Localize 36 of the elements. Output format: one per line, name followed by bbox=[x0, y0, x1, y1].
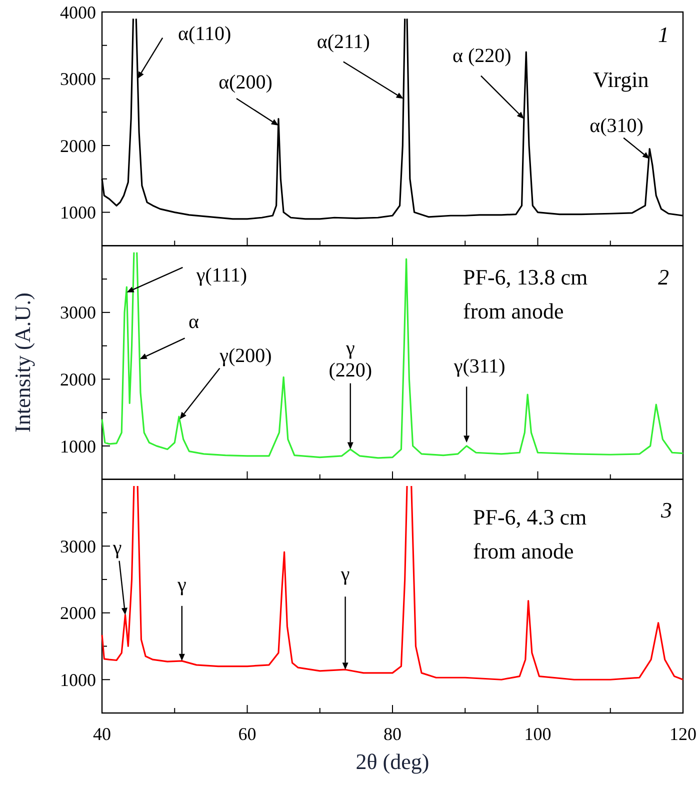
text: PF-6, 13.8 cm from anode bbox=[463, 264, 588, 324]
text: 1 bbox=[658, 22, 669, 47]
annotation: α bbox=[188, 311, 200, 334]
y-tick-label: 3000 bbox=[60, 69, 96, 90]
annotation: α(110) bbox=[178, 22, 232, 45]
x-axis-title: 2θ (deg) bbox=[356, 749, 430, 774]
annotation: α(200) bbox=[218, 71, 272, 94]
y-tick-label: 1000 bbox=[60, 670, 96, 690]
annotation: γ (220) bbox=[328, 337, 372, 382]
y-tick-label: 2000 bbox=[60, 603, 96, 624]
y-tick-label: 2000 bbox=[60, 136, 96, 156]
annotation: α(211) bbox=[316, 30, 370, 53]
annotation: α(310) bbox=[590, 114, 644, 137]
y-tick-label: 3000 bbox=[60, 536, 96, 556]
annotation: γ bbox=[112, 536, 122, 559]
y-tick-label: 1000 bbox=[60, 202, 96, 223]
y-tick-label: 3000 bbox=[60, 302, 96, 323]
y-axis-title: Intensity (A.U.) bbox=[10, 292, 35, 432]
text: Virgin bbox=[593, 67, 649, 92]
annotation: γ(111) bbox=[195, 264, 248, 286]
text: 3 bbox=[660, 497, 672, 522]
y-tick-label: 1000 bbox=[60, 436, 96, 456]
y-tick-label: 2000 bbox=[60, 369, 96, 390]
y-tick-label: 4000 bbox=[60, 2, 96, 22]
annotation: γ(200) bbox=[218, 345, 272, 368]
x-tick-label: 100 bbox=[524, 724, 552, 744]
annotation: γ bbox=[340, 564, 350, 586]
x-tick-label: 120 bbox=[670, 724, 696, 744]
x-tick-label: 40 bbox=[93, 724, 111, 744]
annotation: α (220) bbox=[452, 44, 512, 67]
x-tick-label: 80 bbox=[384, 724, 402, 744]
text: PF-6, 4.3 cm from anode bbox=[473, 504, 587, 564]
annotation: γ(311) bbox=[452, 356, 506, 378]
text: 2 bbox=[658, 264, 669, 290]
x-tick-label: 60 bbox=[238, 724, 256, 744]
annotation: γ bbox=[176, 574, 186, 596]
